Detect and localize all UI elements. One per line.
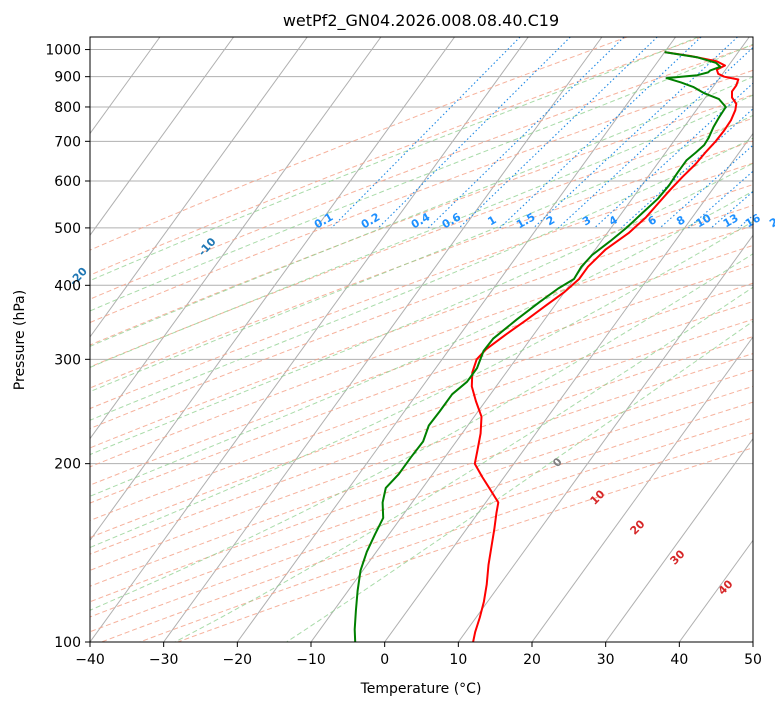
y-tick-label: 500 — [54, 221, 81, 237]
y-tick-label: 600 — [54, 174, 81, 190]
y-axis-label: Pressure (hPa) — [12, 290, 28, 390]
x-tick-label: 30 — [597, 652, 615, 668]
x-tick-label: −10 — [296, 652, 326, 668]
x-tick-label: −30 — [149, 652, 179, 668]
x-tick-label: 20 — [523, 652, 541, 668]
x-tick-label: −40 — [75, 652, 105, 668]
x-tick-label: 40 — [670, 652, 688, 668]
chart-title: wetPf2_GN04.2026.008.08.40.C19 — [283, 11, 559, 31]
y-tick-label: 400 — [54, 278, 81, 294]
y-tick-label: 700 — [54, 134, 81, 150]
x-tick-label: 10 — [449, 652, 467, 668]
y-tick-label: 1000 — [45, 43, 81, 59]
y-tick-label: 300 — [54, 352, 81, 368]
y-tick-label: 100 — [54, 635, 81, 651]
x-tick-label: 50 — [744, 652, 762, 668]
y-tick-label: 200 — [54, 457, 81, 473]
x-tick-label: −20 — [223, 652, 253, 668]
x-tick-label: 0 — [380, 652, 389, 668]
y-tick-label: 900 — [54, 70, 81, 86]
x-axis-label: Temperature (°C) — [360, 681, 482, 697]
y-tick-label: 800 — [54, 100, 81, 116]
